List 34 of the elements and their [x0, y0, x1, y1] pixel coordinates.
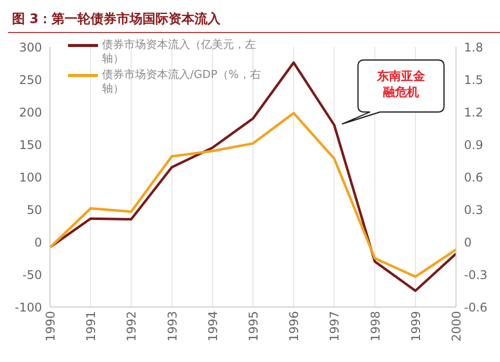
y-tick-label: -100	[14, 300, 42, 314]
y2-tick-label: 0	[464, 235, 472, 250]
annotation: 东南亚金融危机	[376, 68, 426, 100]
legend-label: 债券市场资本流入（亿美元，左轴）	[102, 38, 257, 66]
y-tick-label: 300	[19, 40, 42, 54]
y-tick-label: 0	[34, 235, 42, 250]
legend-label: 债券市场资本流入/GDP（%，右轴）	[102, 68, 262, 96]
y2-tick-label: 1.5	[464, 72, 484, 87]
y2-tick-label: 1.2	[464, 105, 484, 120]
chart-title: 图 3：第一轮债券市场国际资本流入	[8, 8, 500, 33]
y-tick-label: 200	[19, 105, 42, 120]
x-tick-label: 1994	[206, 311, 220, 342]
y2-tick-label: 1.8	[464, 40, 484, 54]
y2-tick-label: 0.3	[464, 202, 484, 217]
x-tick-label: 1991	[84, 311, 98, 342]
x-tick-label: 1997	[328, 311, 342, 342]
y-tick-label: 100	[19, 170, 42, 184]
x-tick-label: 1990	[44, 311, 58, 342]
y-tick-label: 150	[19, 138, 42, 152]
x-tick-label: 1992	[124, 311, 139, 342]
y-tick-label: 250	[19, 72, 42, 87]
y2-tick-label: -0.6	[464, 300, 488, 314]
x-tick-label: 1998	[368, 311, 382, 342]
x-tick-label: 1996	[287, 311, 302, 342]
y-tick-label: -50	[22, 268, 42, 282]
x-tick-label: 2000	[450, 311, 464, 342]
x-tick-label: 1993	[165, 311, 180, 342]
x-tick-label: 1999	[408, 311, 423, 342]
y2-tick-label: 0.9	[464, 138, 484, 152]
line-series	[48, 112, 458, 278]
y2-tick-label: -0.3	[464, 268, 488, 282]
x-tick-label: 1995	[246, 311, 261, 342]
y2-tick-label: 0.6	[464, 170, 484, 184]
y-tick-label: 50	[26, 202, 42, 217]
